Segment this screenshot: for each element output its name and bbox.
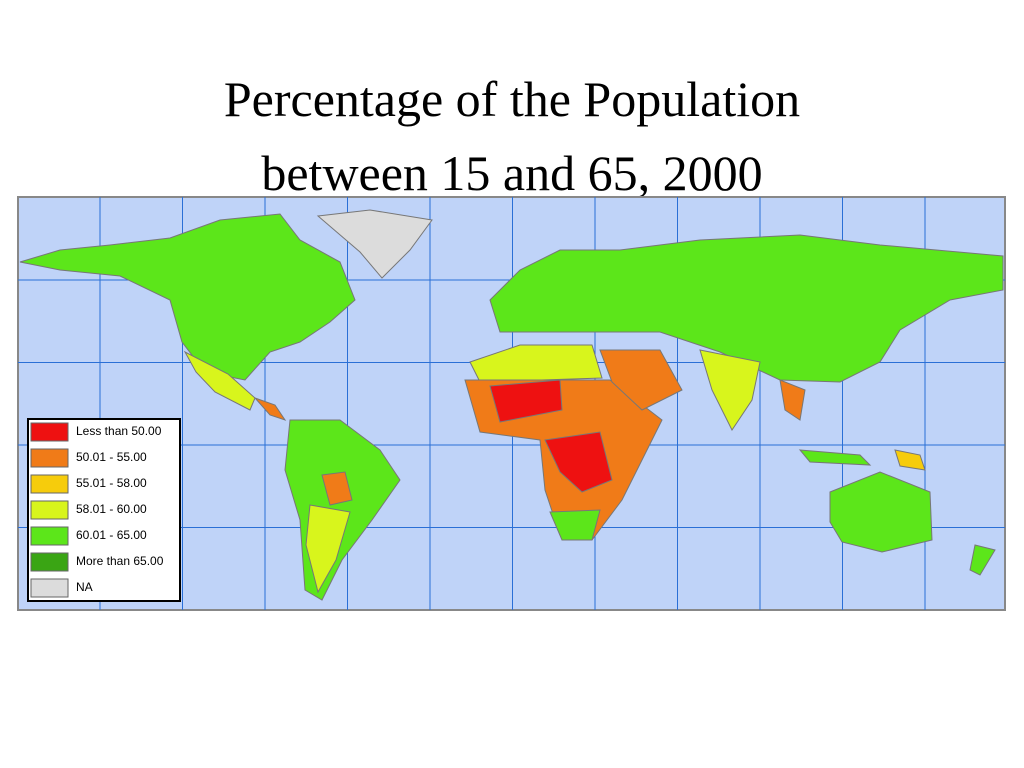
north-africa xyxy=(469,344,603,383)
southeast-asia xyxy=(779,379,806,421)
legend-swatch xyxy=(30,578,69,598)
legend-swatch xyxy=(30,526,69,546)
title-line: between 15 and 65, 2000 xyxy=(261,145,763,201)
legend-label: 55.01 - 58.00 xyxy=(76,476,147,490)
title-line: Percentage of the Population xyxy=(223,71,801,127)
legend-label: 50.01 - 55.00 xyxy=(76,450,147,464)
middle-east xyxy=(599,349,683,411)
indonesia xyxy=(798,449,872,466)
legend-label: More than 65.00 xyxy=(76,554,164,568)
legend-swatch xyxy=(30,552,69,572)
legend-swatch xyxy=(30,474,69,494)
legend-label: Less than 50.00 xyxy=(76,424,162,438)
south-africa xyxy=(549,509,601,541)
eurasia xyxy=(489,234,1004,383)
west-africa xyxy=(489,379,563,423)
australia xyxy=(829,471,933,553)
papua xyxy=(894,449,926,471)
legend-swatch xyxy=(30,448,69,468)
north-america xyxy=(19,213,356,381)
greenland xyxy=(316,209,433,279)
argentina xyxy=(305,504,351,594)
south-asia xyxy=(699,349,761,431)
central-africa xyxy=(544,431,613,493)
central-america xyxy=(253,396,287,421)
legend-items: Less than 50.00 50.01 - 55.00 55.01 - 58.0… xyxy=(30,422,164,598)
legend-swatch xyxy=(30,500,69,520)
legend-label: 60.01 - 65.00 xyxy=(76,528,147,542)
new-zealand xyxy=(969,544,996,576)
land xyxy=(19,209,1004,601)
legend-swatch xyxy=(30,422,69,442)
legend-label: NA xyxy=(76,580,93,594)
mexico xyxy=(183,350,256,411)
bolivia xyxy=(321,471,353,506)
legend-label: 58.01 - 60.00 xyxy=(76,502,147,516)
